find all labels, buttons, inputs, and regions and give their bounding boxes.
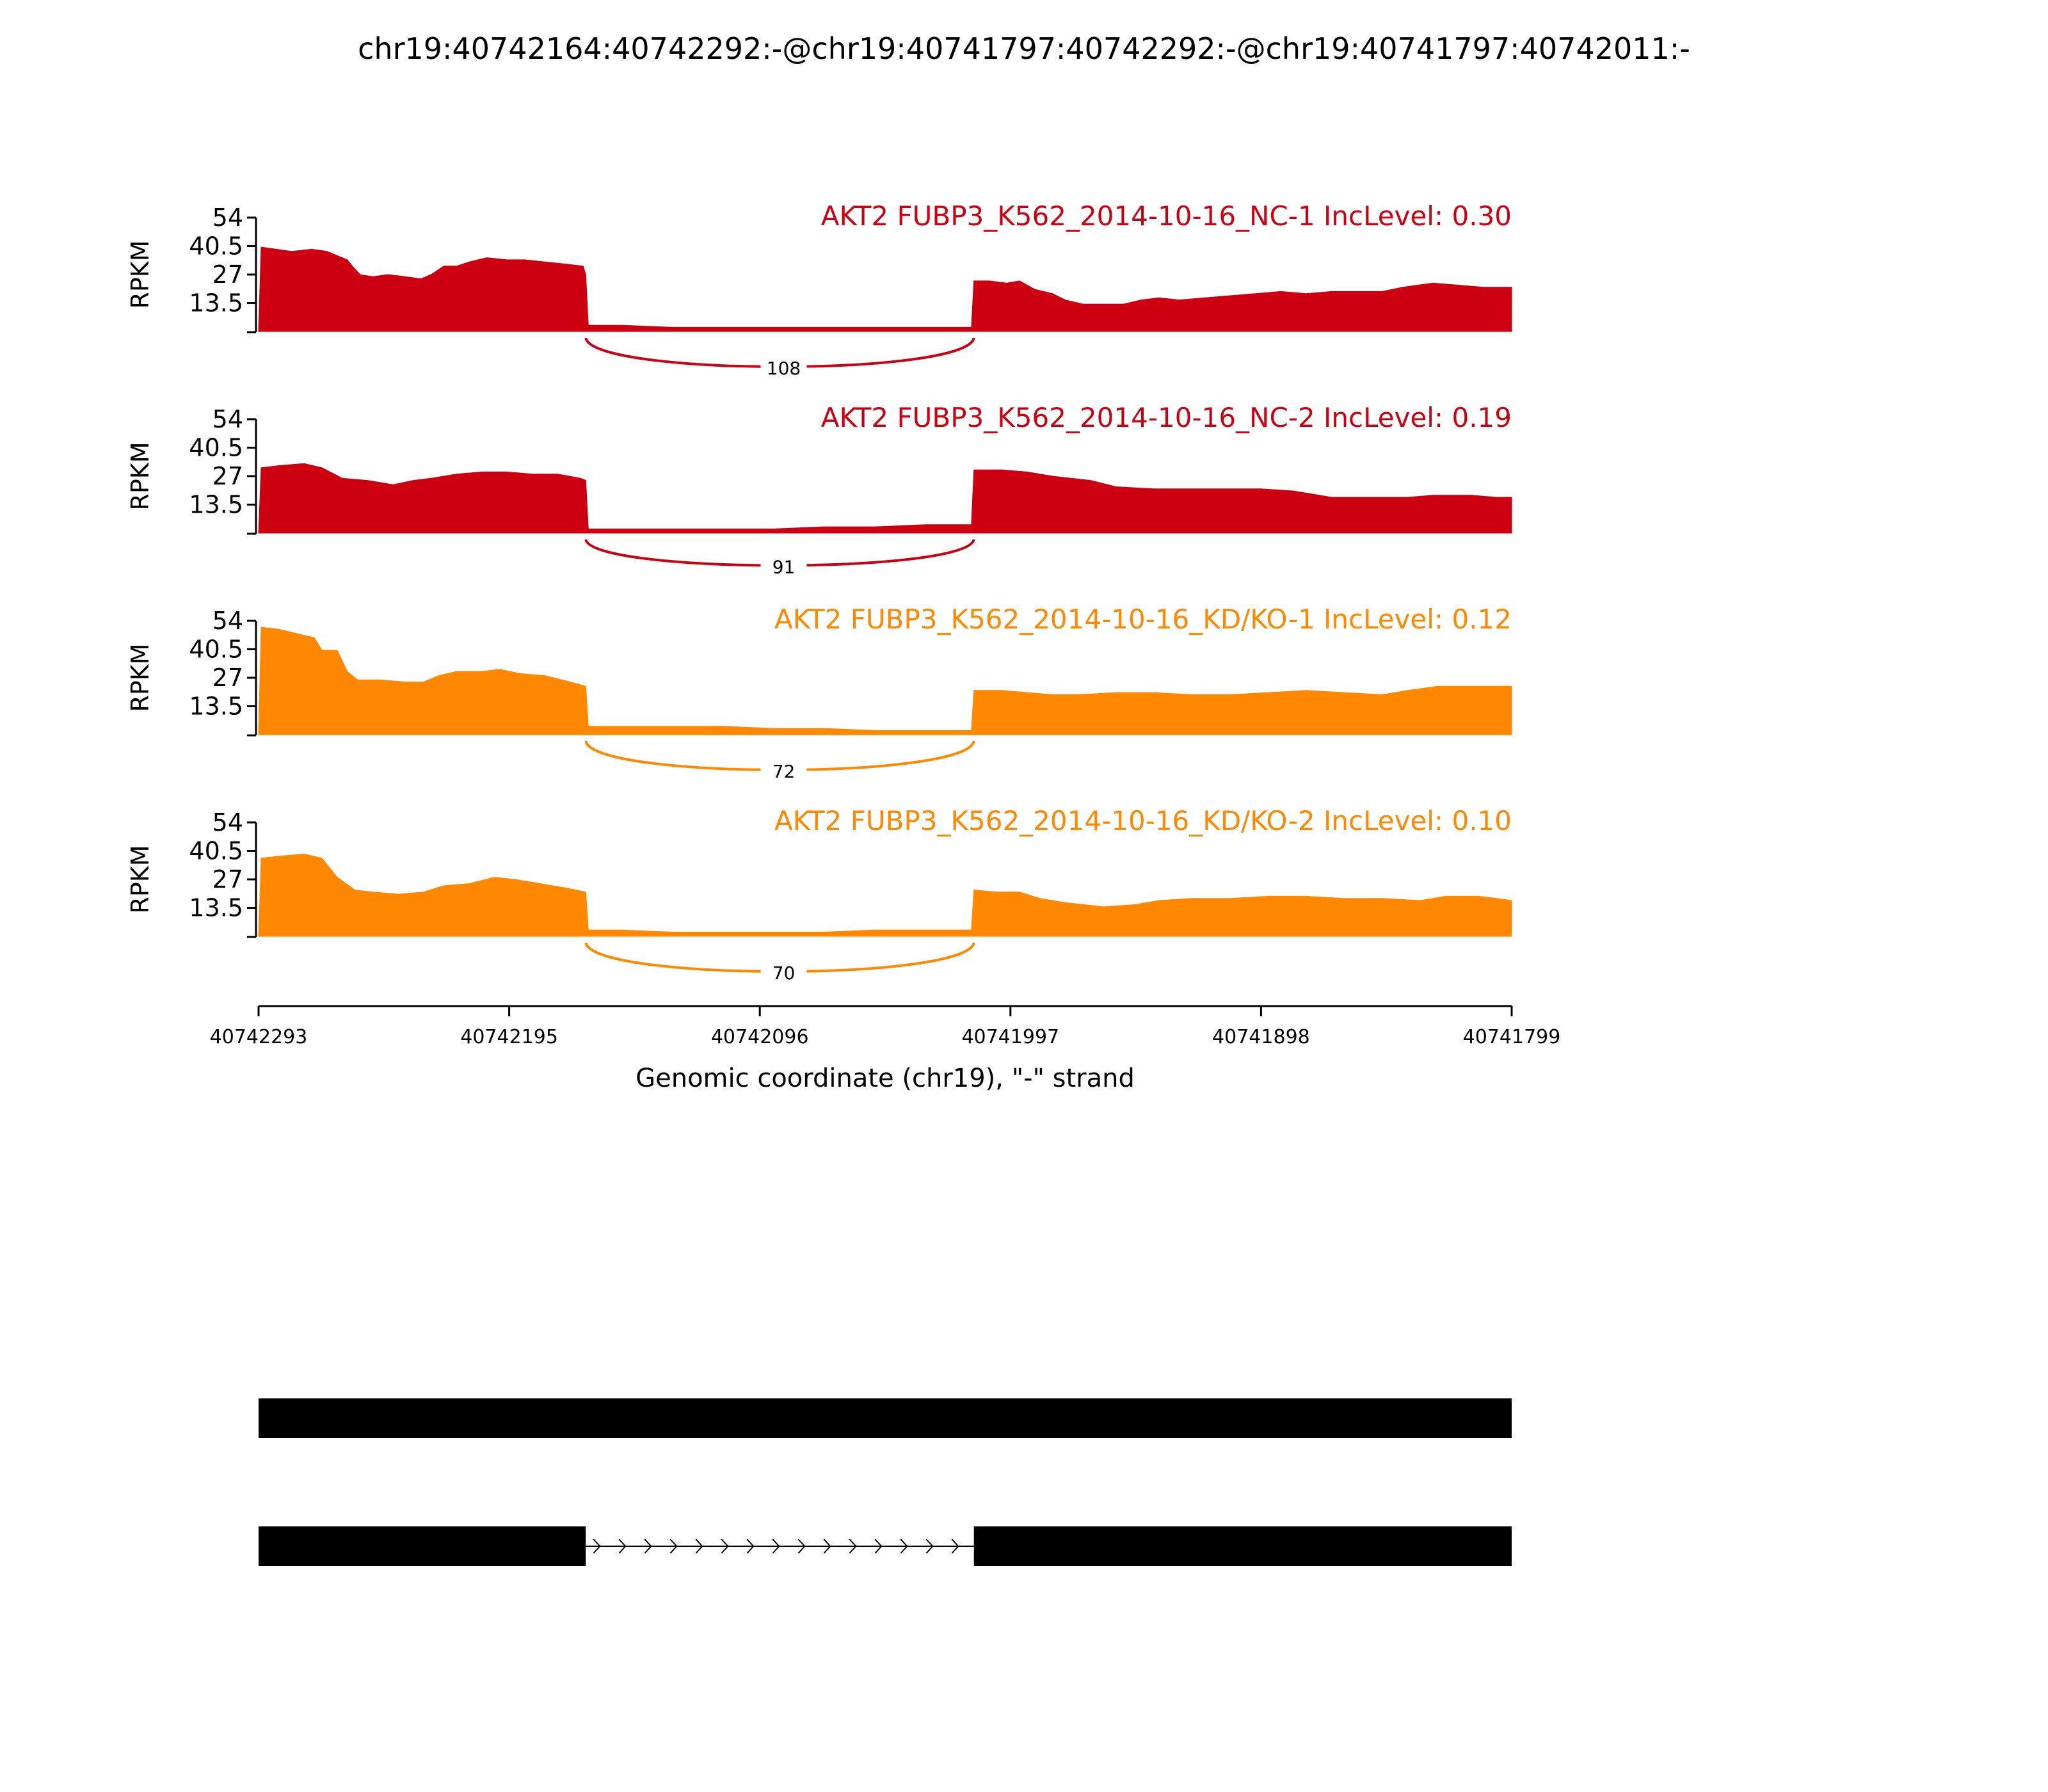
junction-label-bg <box>760 356 807 378</box>
y-tick-label: 27 <box>212 664 243 692</box>
isoform <box>259 1398 1512 1438</box>
genomic-x-axis: 40742293 40742195 40742096 40741997 40741898… <box>210 1005 1561 1093</box>
y-tick-label: 54 <box>212 808 243 836</box>
x-axis-label: Genomic coordinate (chr19), "-" strand <box>636 1064 1135 1093</box>
y-tick-label: 54 <box>212 607 243 635</box>
isoform <box>259 1526 1512 1566</box>
strand-chevron <box>746 1539 755 1554</box>
y-axis-label: RPKM <box>126 240 154 308</box>
exon-block <box>259 1398 1512 1438</box>
y-tick-label: 40.5 <box>189 232 243 260</box>
isoform-track <box>259 1398 1512 1566</box>
y-tick-label: 13.5 <box>189 491 243 519</box>
y-tick-label: 40.5 <box>189 837 243 865</box>
x-tick-label: 40741799 <box>1463 1026 1561 1048</box>
coverage-area <box>258 853 1512 937</box>
x-tick-label: 40741898 <box>1212 1026 1310 1048</box>
strand-chevron <box>874 1539 883 1554</box>
junction-count-label: 108 <box>767 358 801 379</box>
sample-title: AKT2 FUBP3_K562_2014-10-16_KD/KO-2 IncLe… <box>774 805 1512 836</box>
exon-block <box>973 1526 1512 1566</box>
y-tick-label: 27 <box>212 865 243 893</box>
coverage-area <box>258 463 1512 534</box>
y-tick-label: 13.5 <box>189 692 243 721</box>
y-tick-label: 27 <box>212 260 243 289</box>
junction-label-bg <box>760 555 807 577</box>
strand-chevron <box>618 1539 627 1554</box>
y-tick-label: 40.5 <box>189 434 243 462</box>
figure-title: chr19:40742164:40742292:-@chr19:40741797… <box>358 31 1690 66</box>
exon-block <box>259 1526 586 1566</box>
x-tick-label: 40742293 <box>210 1026 308 1048</box>
y-axis-label: RPKM <box>126 643 154 712</box>
strand-chevron <box>849 1539 857 1554</box>
sample-title: AKT2 FUBP3_K562_2014-10-16_NC-2 IncLevel… <box>821 402 1512 433</box>
y-axis-label: RPKM <box>126 845 154 913</box>
junction-label-bg <box>760 760 807 781</box>
strand-chevron <box>669 1539 678 1554</box>
strand-chevron <box>951 1539 959 1554</box>
junction-count-label: 70 <box>772 963 796 984</box>
y-tick-label: 40.5 <box>189 636 243 664</box>
coverage-area <box>258 246 1512 332</box>
y-tick-label: 27 <box>212 462 243 490</box>
x-tick-label: 40742195 <box>460 1026 558 1048</box>
x-tick-label: 40741997 <box>961 1026 1059 1048</box>
sample-title: AKT2 FUBP3_K562_2014-10-16_NC-1 IncLevel… <box>821 200 1512 232</box>
y-axis-label: RPKM <box>126 442 154 510</box>
junction-count-label: 72 <box>772 761 796 782</box>
strand-chevron <box>772 1539 780 1554</box>
y-tick-label: 54 <box>212 204 243 232</box>
junction-count-label: 91 <box>772 557 796 578</box>
y-tick-label: 13.5 <box>189 894 243 922</box>
y-tick-label: 54 <box>212 405 243 433</box>
strand-chevron <box>797 1539 806 1554</box>
coverage-area <box>258 627 1512 735</box>
x-tick-label: 40742096 <box>711 1026 809 1048</box>
strand-chevron <box>925 1539 934 1554</box>
y-tick-label: 13.5 <box>189 289 243 317</box>
junction-label-bg <box>760 961 807 983</box>
strand-chevron <box>900 1539 908 1554</box>
strand-chevron <box>823 1539 831 1554</box>
strand-chevron <box>695 1539 703 1554</box>
strand-chevron <box>593 1539 601 1554</box>
sample-title: AKT2 FUBP3_K562_2014-10-16_KD/KO-1 IncLe… <box>774 604 1512 635</box>
strand-chevron <box>644 1539 652 1554</box>
strand-chevron <box>721 1539 729 1554</box>
